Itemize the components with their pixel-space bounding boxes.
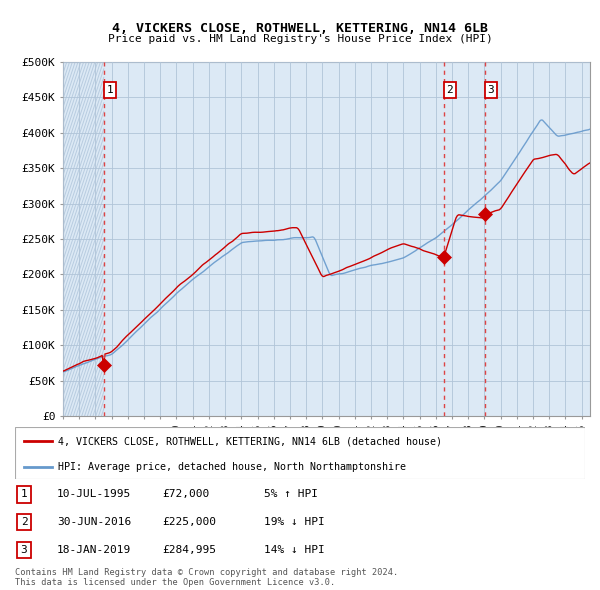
Polygon shape	[63, 62, 104, 416]
Text: 2: 2	[20, 517, 28, 527]
Text: 3: 3	[488, 86, 494, 95]
Text: HPI: Average price, detached house, North Northamptonshire: HPI: Average price, detached house, Nort…	[58, 462, 406, 472]
Text: 5% ↑ HPI: 5% ↑ HPI	[264, 490, 318, 499]
Text: 4, VICKERS CLOSE, ROTHWELL, KETTERING, NN14 6LB: 4, VICKERS CLOSE, ROTHWELL, KETTERING, N…	[112, 22, 488, 35]
Text: £225,000: £225,000	[162, 517, 216, 527]
Text: £284,995: £284,995	[162, 545, 216, 555]
Text: 19% ↓ HPI: 19% ↓ HPI	[264, 517, 325, 527]
Text: 2: 2	[446, 86, 453, 95]
FancyBboxPatch shape	[15, 427, 585, 479]
Text: 1: 1	[106, 86, 113, 95]
Text: Price paid vs. HM Land Registry's House Price Index (HPI): Price paid vs. HM Land Registry's House …	[107, 34, 493, 44]
Text: Contains HM Land Registry data © Crown copyright and database right 2024.
This d: Contains HM Land Registry data © Crown c…	[15, 568, 398, 587]
Text: 14% ↓ HPI: 14% ↓ HPI	[264, 545, 325, 555]
Text: £72,000: £72,000	[162, 490, 209, 499]
Text: 18-JAN-2019: 18-JAN-2019	[57, 545, 131, 555]
Text: 30-JUN-2016: 30-JUN-2016	[57, 517, 131, 527]
Text: 3: 3	[20, 545, 28, 555]
Text: 4, VICKERS CLOSE, ROTHWELL, KETTERING, NN14 6LB (detached house): 4, VICKERS CLOSE, ROTHWELL, KETTERING, N…	[58, 436, 442, 446]
Text: 10-JUL-1995: 10-JUL-1995	[57, 490, 131, 499]
Text: 1: 1	[20, 490, 28, 499]
